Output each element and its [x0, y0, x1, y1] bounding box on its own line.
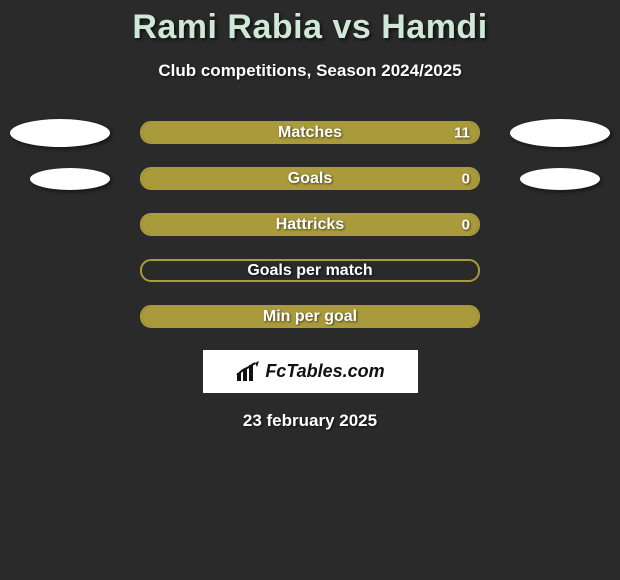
bar-label: Goals per match — [142, 262, 478, 280]
subtitle: Club competitions, Season 2024/2025 — [0, 61, 620, 81]
bar-value: 11 — [454, 124, 470, 141]
bar-row-matches: Matches 11 — [0, 121, 620, 144]
bar-fill — [142, 307, 478, 326]
bar-fill — [142, 169, 478, 188]
bar: Hattricks 0 — [140, 213, 480, 236]
bar-value: 0 — [462, 170, 470, 187]
ellipse-right — [520, 168, 600, 190]
bar-value: 0 — [462, 216, 470, 233]
brand-text: FcTables.com — [265, 361, 384, 382]
ellipse-left — [10, 119, 110, 147]
bar: Goals 0 — [140, 167, 480, 190]
bar-row-mpg: Min per goal — [0, 305, 620, 328]
ellipse-right — [510, 119, 610, 147]
bar: Matches 11 — [140, 121, 480, 144]
bar-fill — [142, 215, 478, 234]
bar: Min per goal — [140, 305, 480, 328]
date-text: 23 february 2025 — [0, 411, 620, 431]
brand-box: FcTables.com — [203, 350, 418, 393]
bar-row-hattricks: Hattricks 0 — [0, 213, 620, 236]
bars-container: Matches 11 Goals 0 Hattricks 0 Goals per… — [0, 121, 620, 328]
bar-row-goals: Goals 0 — [0, 167, 620, 190]
chart-icon — [235, 361, 261, 383]
bar: Goals per match — [140, 259, 480, 282]
bar-row-gpm: Goals per match — [0, 259, 620, 282]
ellipse-left — [30, 168, 110, 190]
bar-fill — [142, 123, 478, 142]
page-title: Rami Rabia vs Hamdi — [0, 0, 620, 47]
